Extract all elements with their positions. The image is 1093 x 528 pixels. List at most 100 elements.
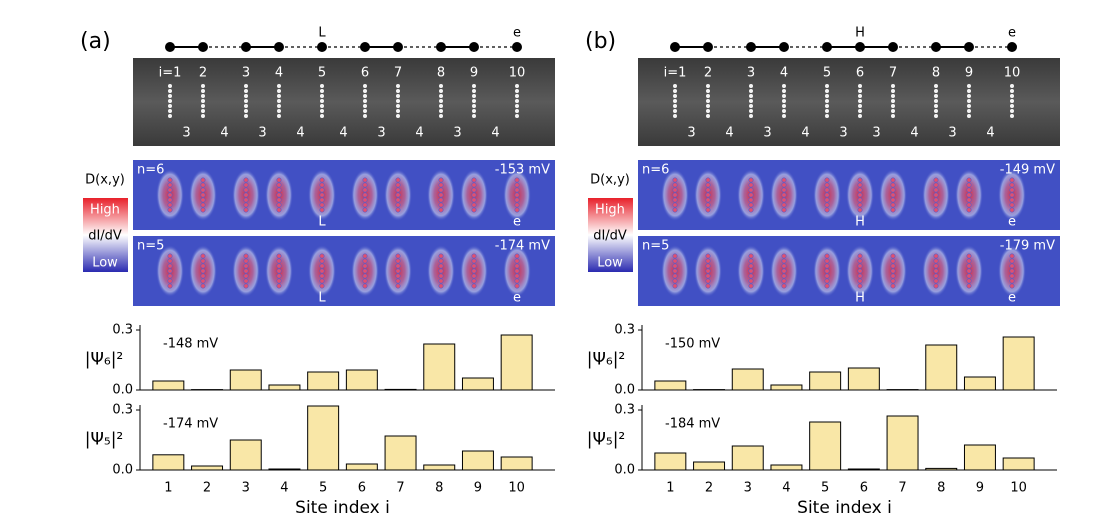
spacing-label: 4 [220,126,228,141]
y-tick-label: 0.0 [112,383,133,398]
map-atom [319,202,325,208]
map-atom [243,283,249,289]
x-tick-label: 2 [705,481,713,496]
map-atom [471,197,477,203]
atom [515,94,519,98]
map-atom [362,187,368,193]
map-atom [319,283,325,289]
site-index: i=1 [159,66,182,81]
map-atom [243,207,249,213]
atom [396,89,400,93]
map-atom [966,207,972,213]
site-index: 9 [470,66,478,81]
map-atom [966,278,972,284]
map-atom [672,192,678,198]
map-atom [514,177,520,183]
site-index: 2 [704,66,712,81]
map-atom [438,197,444,203]
map-atom [243,192,249,198]
map-atom [890,253,896,259]
map-atom [319,197,325,203]
map-atom [890,283,896,289]
map-atom [748,207,754,213]
bar [1002,457,1035,471]
x-tick-label: 5 [319,481,327,496]
map-atom [705,278,711,284]
map-atom [857,278,863,284]
atom [201,89,205,93]
map-atom [890,187,896,193]
atom [168,104,172,108]
y-tick-label: 0.0 [112,463,133,478]
map-atom [824,278,830,284]
map-atom [167,207,173,213]
map-site-label: e [1008,291,1016,306]
colorbar-low: Low [597,256,623,271]
map-n: n=5 [642,239,669,254]
y-axis-label: |Ψ₅|² [85,430,123,450]
x-tick-label: 4 [782,481,790,496]
map-atom [200,273,206,279]
map-atom [167,182,173,188]
map-atom [890,263,896,269]
y-tick-label: 0.0 [614,383,635,398]
map-atom [319,192,325,198]
map-atom [395,283,401,289]
map-atom [362,258,368,264]
map-atom [395,177,401,183]
map-atom [781,187,787,193]
atom [749,94,753,98]
atom [1010,99,1014,103]
x-tick-label: 7 [396,481,404,496]
atom [277,94,281,98]
atom [363,109,367,113]
map-atom [824,253,830,259]
map-atom [890,268,896,274]
atom [439,89,443,93]
map-atom [243,263,249,269]
map-atom [748,202,754,208]
x-axis-label: Site index i [295,498,390,518]
chain-label: e [1008,26,1016,41]
map-atom [748,268,754,274]
chain-site [393,42,403,52]
atom [825,109,829,113]
atom [320,89,324,93]
map-atom [857,207,863,213]
map-atom [362,268,368,274]
atom [891,104,895,108]
map-atom [276,263,282,269]
map-atom [672,182,678,188]
chain-site [274,42,284,52]
atom [934,114,938,118]
map-atom [933,202,939,208]
chain-site [931,42,941,52]
map-atom [824,202,830,208]
colorbar-high: High [595,203,625,218]
map-atom [471,258,477,264]
map-atom [319,187,325,193]
atom [244,94,248,98]
bar [886,415,919,471]
colorbar-title: D(x,y) [590,173,630,188]
atom [934,104,938,108]
atom [934,109,938,113]
map-atom [167,197,173,203]
map-atom [471,253,477,259]
atom [472,89,476,93]
map-atom [890,258,896,264]
colorbar-title: D(x,y) [85,173,125,188]
bar [461,377,494,391]
map-atom [319,278,325,284]
chain-site [512,42,522,52]
map-atom [781,192,787,198]
atom [244,104,248,108]
map-atom [933,207,939,213]
map-energy: -174 mV [495,239,550,254]
atom [706,114,710,118]
map-atom [514,273,520,279]
map-atom [276,182,282,188]
atom [858,114,862,118]
map-atom [857,268,863,274]
